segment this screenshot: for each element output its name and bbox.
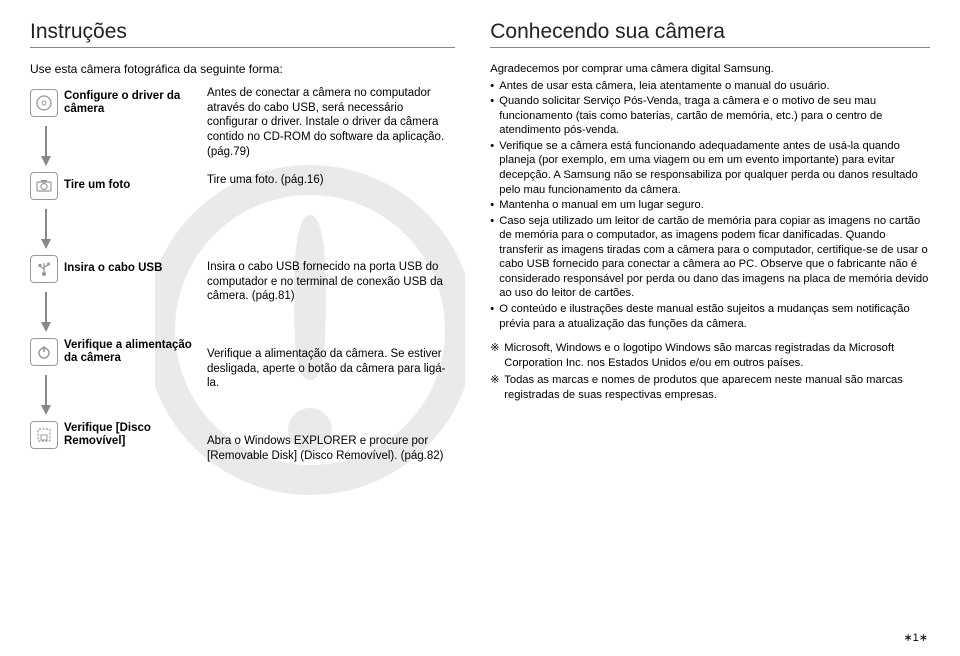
- step-desc-driver: Antes de conectar a câmera no computador…: [207, 86, 455, 164]
- left-title: Instruções: [30, 20, 455, 48]
- right-column: Conhecendo sua câmera Agradecemos por co…: [480, 20, 930, 641]
- bullet-item: Verifique se a câmera está funcionando a…: [490, 139, 930, 197]
- note-item: Microsoft, Windows e o logotipo Windows …: [490, 341, 930, 370]
- step-box-usb: Insira o cabo USB: [30, 252, 162, 286]
- step-descriptions-column: Antes de conectar a câmera no computador…: [207, 86, 455, 472]
- left-column: Instruções Use esta câmera fotográfica d…: [30, 20, 480, 641]
- step-box-driver: Configure o driver da câmera: [30, 86, 195, 120]
- usb-icon: [30, 255, 58, 283]
- step-desc-power: Verifique a alimentação da câmera. Se es…: [207, 347, 455, 425]
- bullet-item: Quando solicitar Serviço Pós-Venda, trag…: [490, 94, 930, 138]
- right-body: Agradecemos por comprar uma câmera digit…: [490, 62, 930, 405]
- right-title: Conhecendo sua câmera: [490, 20, 930, 48]
- bullet-item: Caso seja utilizado um leitor de cartão …: [490, 214, 930, 301]
- page-number: ∗1∗: [903, 631, 928, 644]
- bullet-item: O conteúdo e ilustrações deste manual es…: [490, 302, 930, 331]
- step-label-photo: Tire um foto: [64, 179, 130, 192]
- power-icon: [30, 338, 58, 366]
- step-desc-disk: Abra o Windows EXPLORER e procure por [R…: [207, 434, 455, 463]
- arrow-down-icon: [40, 375, 52, 415]
- step-label-power: Verifique a alimentação da câmera: [64, 339, 195, 365]
- step-label-usb: Insira o cabo USB: [64, 262, 162, 275]
- right-bullet-list: Antes de usar esta câmera, leia atentame…: [490, 79, 930, 332]
- step-desc-usb: Insira o cabo USB fornecido na porta USB…: [207, 260, 455, 338]
- step-box-disk: Verifique [Disco Removível]: [30, 418, 195, 452]
- right-lead: Agradecemos por comprar uma câmera digit…: [490, 62, 930, 77]
- left-intro: Use esta câmera fotográfica da seguinte …: [30, 62, 455, 76]
- cd-icon: [30, 89, 58, 117]
- bullet-item: Mantenha o manual em um lugar seguro.: [490, 198, 930, 213]
- step-box-photo: Tire um foto: [30, 169, 130, 203]
- notes-block: Microsoft, Windows e o logotipo Windows …: [490, 341, 930, 402]
- page: Instruções Use esta câmera fotográfica d…: [0, 0, 960, 656]
- disk-icon: [30, 421, 58, 449]
- arrow-down-icon: [40, 209, 52, 249]
- step-labels-column: Configure o driver da câmera Tire um fot…: [30, 86, 195, 455]
- step-label-driver: Configure o driver da câmera: [64, 90, 195, 116]
- bullet-item: Antes de usar esta câmera, leia atentame…: [490, 79, 930, 94]
- step-box-power: Verifique a alimentação da câmera: [30, 335, 195, 369]
- step-label-disk: Verifique [Disco Removível]: [64, 422, 195, 448]
- step-desc-photo: Tire uma foto. (pág.16): [207, 173, 455, 251]
- note-item: Todas as marcas e nomes de produtos que …: [490, 373, 930, 402]
- arrow-down-icon: [40, 126, 52, 166]
- steps-container: Configure o driver da câmera Tire um fot…: [30, 86, 455, 472]
- camera-icon: [30, 172, 58, 200]
- arrow-down-icon: [40, 292, 52, 332]
